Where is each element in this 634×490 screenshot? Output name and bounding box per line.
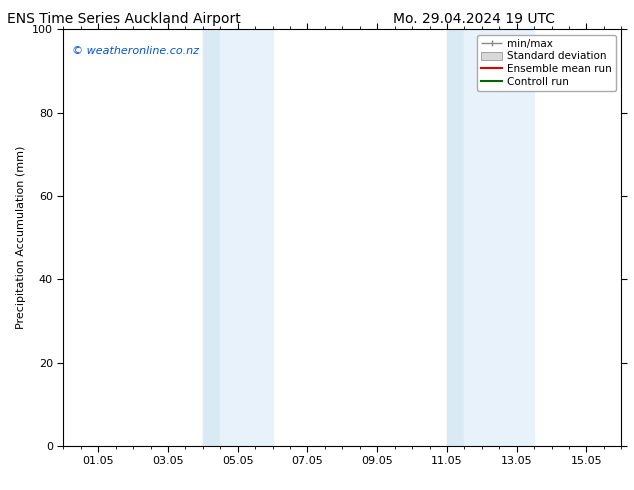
Y-axis label: Precipitation Accumulation (mm): Precipitation Accumulation (mm) <box>16 146 27 329</box>
Bar <box>447 29 464 446</box>
Bar <box>464 29 534 446</box>
Bar <box>221 29 273 446</box>
Legend: min/max, Standard deviation, Ensemble mean run, Controll run: min/max, Standard deviation, Ensemble me… <box>477 35 616 91</box>
Text: ENS Time Series Auckland Airport: ENS Time Series Auckland Airport <box>7 12 241 26</box>
Text: Mo. 29.04.2024 19 UTC: Mo. 29.04.2024 19 UTC <box>393 12 555 26</box>
Text: © weatheronline.co.nz: © weatheronline.co.nz <box>72 46 199 56</box>
Bar <box>203 29 221 446</box>
